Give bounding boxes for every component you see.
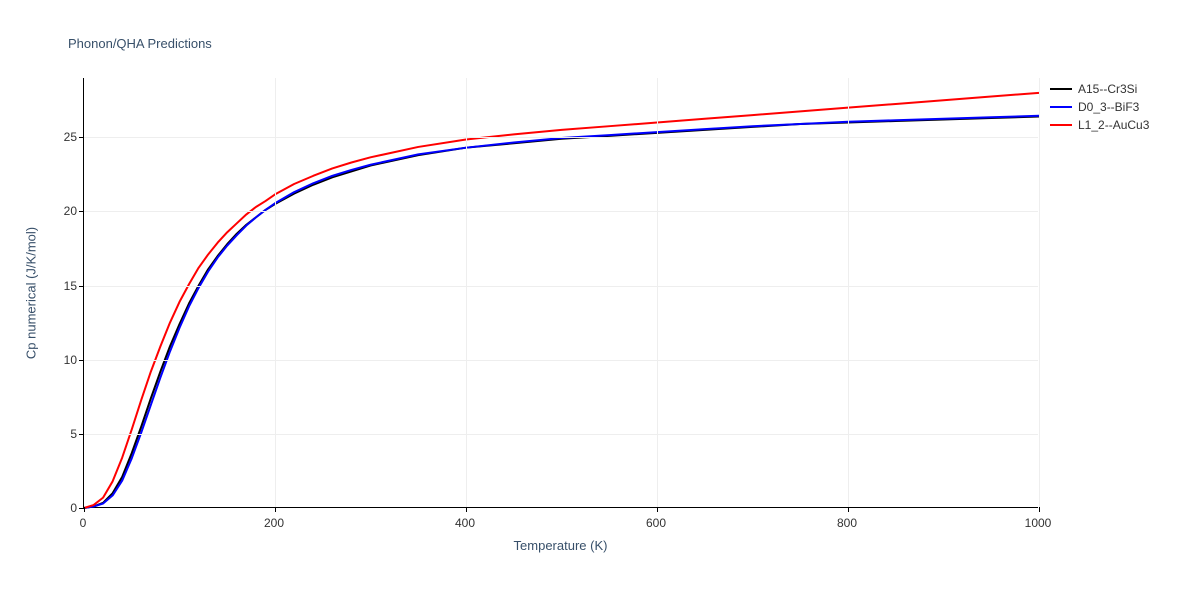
y-tick — [79, 508, 84, 509]
y-tick — [79, 211, 84, 212]
series-line — [84, 117, 1039, 508]
legend-label: A15--Cr3Si — [1078, 82, 1137, 96]
grid-line — [84, 434, 1038, 435]
grid-line — [1039, 78, 1040, 507]
legend-item[interactable]: L1_2--AuCu3 — [1050, 116, 1149, 134]
y-tick-label: 0 — [55, 501, 77, 515]
legend-item[interactable]: D0_3--BiF3 — [1050, 98, 1149, 116]
x-tick — [84, 507, 85, 512]
y-tick — [79, 434, 84, 435]
x-tick — [1039, 507, 1040, 512]
y-tick-label: 5 — [55, 427, 77, 441]
y-tick — [79, 137, 84, 138]
grid-line — [84, 286, 1038, 287]
y-tick — [79, 286, 84, 287]
x-tick — [657, 507, 658, 512]
y-tick-label: 10 — [55, 353, 77, 367]
y-tick — [79, 360, 84, 361]
y-axis-label: Cp numerical (J/K/mol) — [24, 227, 39, 359]
x-tick-label: 600 — [646, 516, 666, 530]
plot-area — [83, 78, 1038, 508]
y-tick-label: 20 — [55, 204, 77, 218]
grid-line — [657, 78, 658, 507]
x-axis-label: Temperature (K) — [514, 538, 608, 553]
series-line — [84, 116, 1039, 508]
x-tick-label: 400 — [455, 516, 475, 530]
series-line — [84, 93, 1039, 508]
grid-line — [466, 78, 467, 507]
x-tick — [848, 507, 849, 512]
legend-item[interactable]: A15--Cr3Si — [1050, 80, 1149, 98]
grid-line — [275, 78, 276, 507]
chart-lines — [84, 78, 1039, 508]
legend-swatch — [1050, 88, 1072, 90]
legend-swatch — [1050, 124, 1072, 126]
x-tick-label: 800 — [837, 516, 857, 530]
grid-line — [84, 137, 1038, 138]
chart-title: Phonon/QHA Predictions — [68, 36, 212, 51]
y-tick-label: 15 — [55, 279, 77, 293]
legend-label: L1_2--AuCu3 — [1078, 118, 1149, 132]
x-tick-label: 0 — [80, 516, 87, 530]
x-tick-label: 200 — [264, 516, 284, 530]
y-tick-label: 25 — [55, 130, 77, 144]
x-tick-label: 1000 — [1025, 516, 1052, 530]
legend-swatch — [1050, 106, 1072, 108]
legend-label: D0_3--BiF3 — [1078, 100, 1139, 114]
grid-line — [84, 360, 1038, 361]
legend: A15--Cr3Si D0_3--BiF3 L1_2--AuCu3 — [1050, 80, 1149, 134]
x-tick — [466, 507, 467, 512]
x-tick — [275, 507, 276, 512]
grid-line — [848, 78, 849, 507]
grid-line — [84, 211, 1038, 212]
